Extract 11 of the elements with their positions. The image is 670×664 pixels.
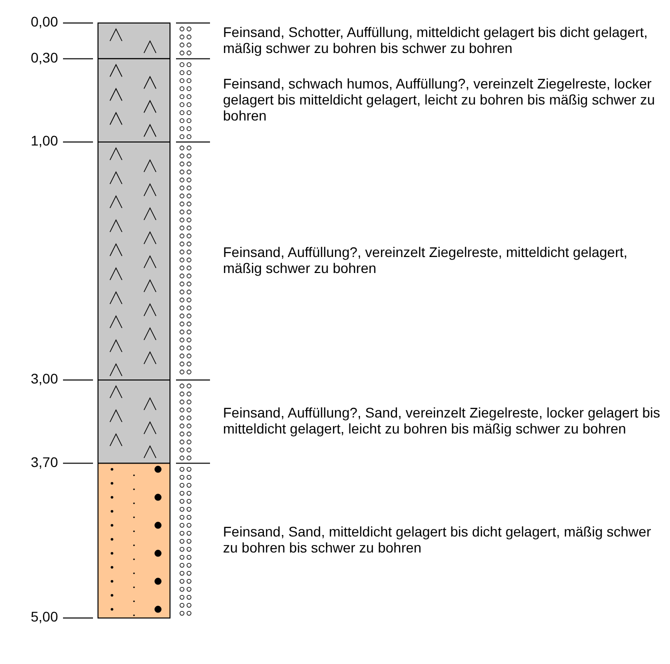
y-tick-label: 5,00 <box>30 608 58 625</box>
legend-label: Feinsand, Sand, mitteldicht gelagert bis dicht gelagert, mäßig schwer zu bohren bis schwer zu bohren <box>223 523 652 556</box>
y-tick-label: 3,70 <box>30 454 58 470</box>
y-tick-label: 3,00 <box>30 370 58 387</box>
legend-label: Feinsand, schwach humos, Auffüllung?, vereinzelt Ziegelreste, locker gelagert bis mitteldicht gelagert, leicht zu bohren bis mäßig schwer zu bohren <box>223 75 655 124</box>
legend-label: Feinsand, Auffüllung?, vereinzelt Ziegelreste, mitteldicht gelagert, mäßig schwer zu bohren <box>223 244 628 276</box>
y-tick-label: 0,00 <box>30 14 58 30</box>
y-tick-label: 1,00 <box>30 132 58 149</box>
y-tick-label: 0,30 <box>30 49 58 66</box>
legend-label: Feinsand, Schotter, Auffüllung, mitteldicht gelagert bis dicht gelagert, mäßig schwer zu bohren bis schwer zu bohren <box>223 24 648 56</box>
legend-label: Feinsand, Auffüllung?, Sand, vereinzelt Ziegelreste, locker gelagert bis mitteldicht gelagert, leicht zu bohren bis mäßig schwer zu bohren <box>223 404 660 436</box>
